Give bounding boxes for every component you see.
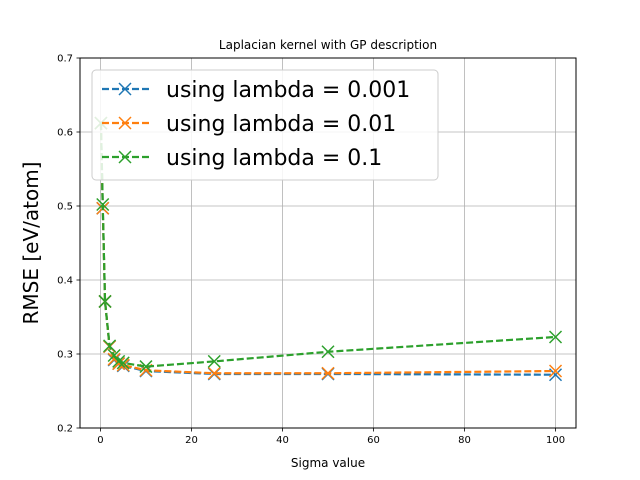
legend-label: using lambda = 0.1: [166, 146, 382, 171]
data-point: [98, 294, 112, 308]
data-point: [139, 360, 153, 374]
x-tick-label: 20: [185, 435, 198, 446]
data-point: [207, 366, 221, 380]
y-tick-label: 0.7: [57, 54, 73, 65]
x-tick-label: 80: [458, 435, 471, 446]
x-tick-label: 0: [97, 435, 103, 446]
data-point: [112, 354, 126, 368]
x-axis-label: Sigma value: [291, 456, 365, 470]
data-point: [321, 345, 335, 359]
y-tick-label: 0.5: [57, 202, 73, 213]
data-point: [103, 339, 117, 353]
data-point: [548, 330, 563, 344]
legend: using lambda = 0.001 using lambda = 0.01 u…: [91, 69, 439, 181]
legend-marker: [118, 116, 132, 130]
legend-entry: using lambda = 0.1: [102, 146, 382, 171]
data-point: [116, 356, 130, 370]
x-tick-label: 40: [276, 435, 289, 446]
data-point: [548, 364, 563, 378]
legend-entry: using lambda = 0.001: [102, 78, 410, 103]
legend-marker: [118, 82, 132, 96]
data-point: [112, 357, 126, 371]
plot-frame: [79, 57, 577, 429]
y-axis-label: RMSE [eV/atom]: [19, 162, 43, 325]
data-point: [96, 197, 110, 212]
y-tick-label: 0.6: [57, 128, 73, 139]
x-tick-label: 100: [546, 435, 565, 446]
data-point: [107, 348, 121, 363]
legend-marker: [118, 150, 132, 164]
legend-entry: using lambda = 0.01: [102, 112, 396, 137]
legend-label: using lambda = 0.001: [166, 78, 410, 103]
chart-title: Laplacian kernel with GP description: [219, 38, 437, 52]
y-tick-label: 0.2: [57, 424, 73, 435]
ticks: 0 20 40 60 80 100 0.2 0.3 0.4 0.5 0.6 0.7: [57, 54, 565, 447]
y-tick-label: 0.4: [57, 276, 73, 287]
x-tick-label: 60: [367, 435, 380, 446]
legend-box: [91, 69, 439, 181]
data-point: [548, 368, 563, 382]
data-point: [321, 366, 335, 380]
y-tick-label: 0.3: [57, 350, 73, 361]
legend-label: using lambda = 0.01: [166, 112, 396, 137]
data-point: [207, 354, 221, 368]
